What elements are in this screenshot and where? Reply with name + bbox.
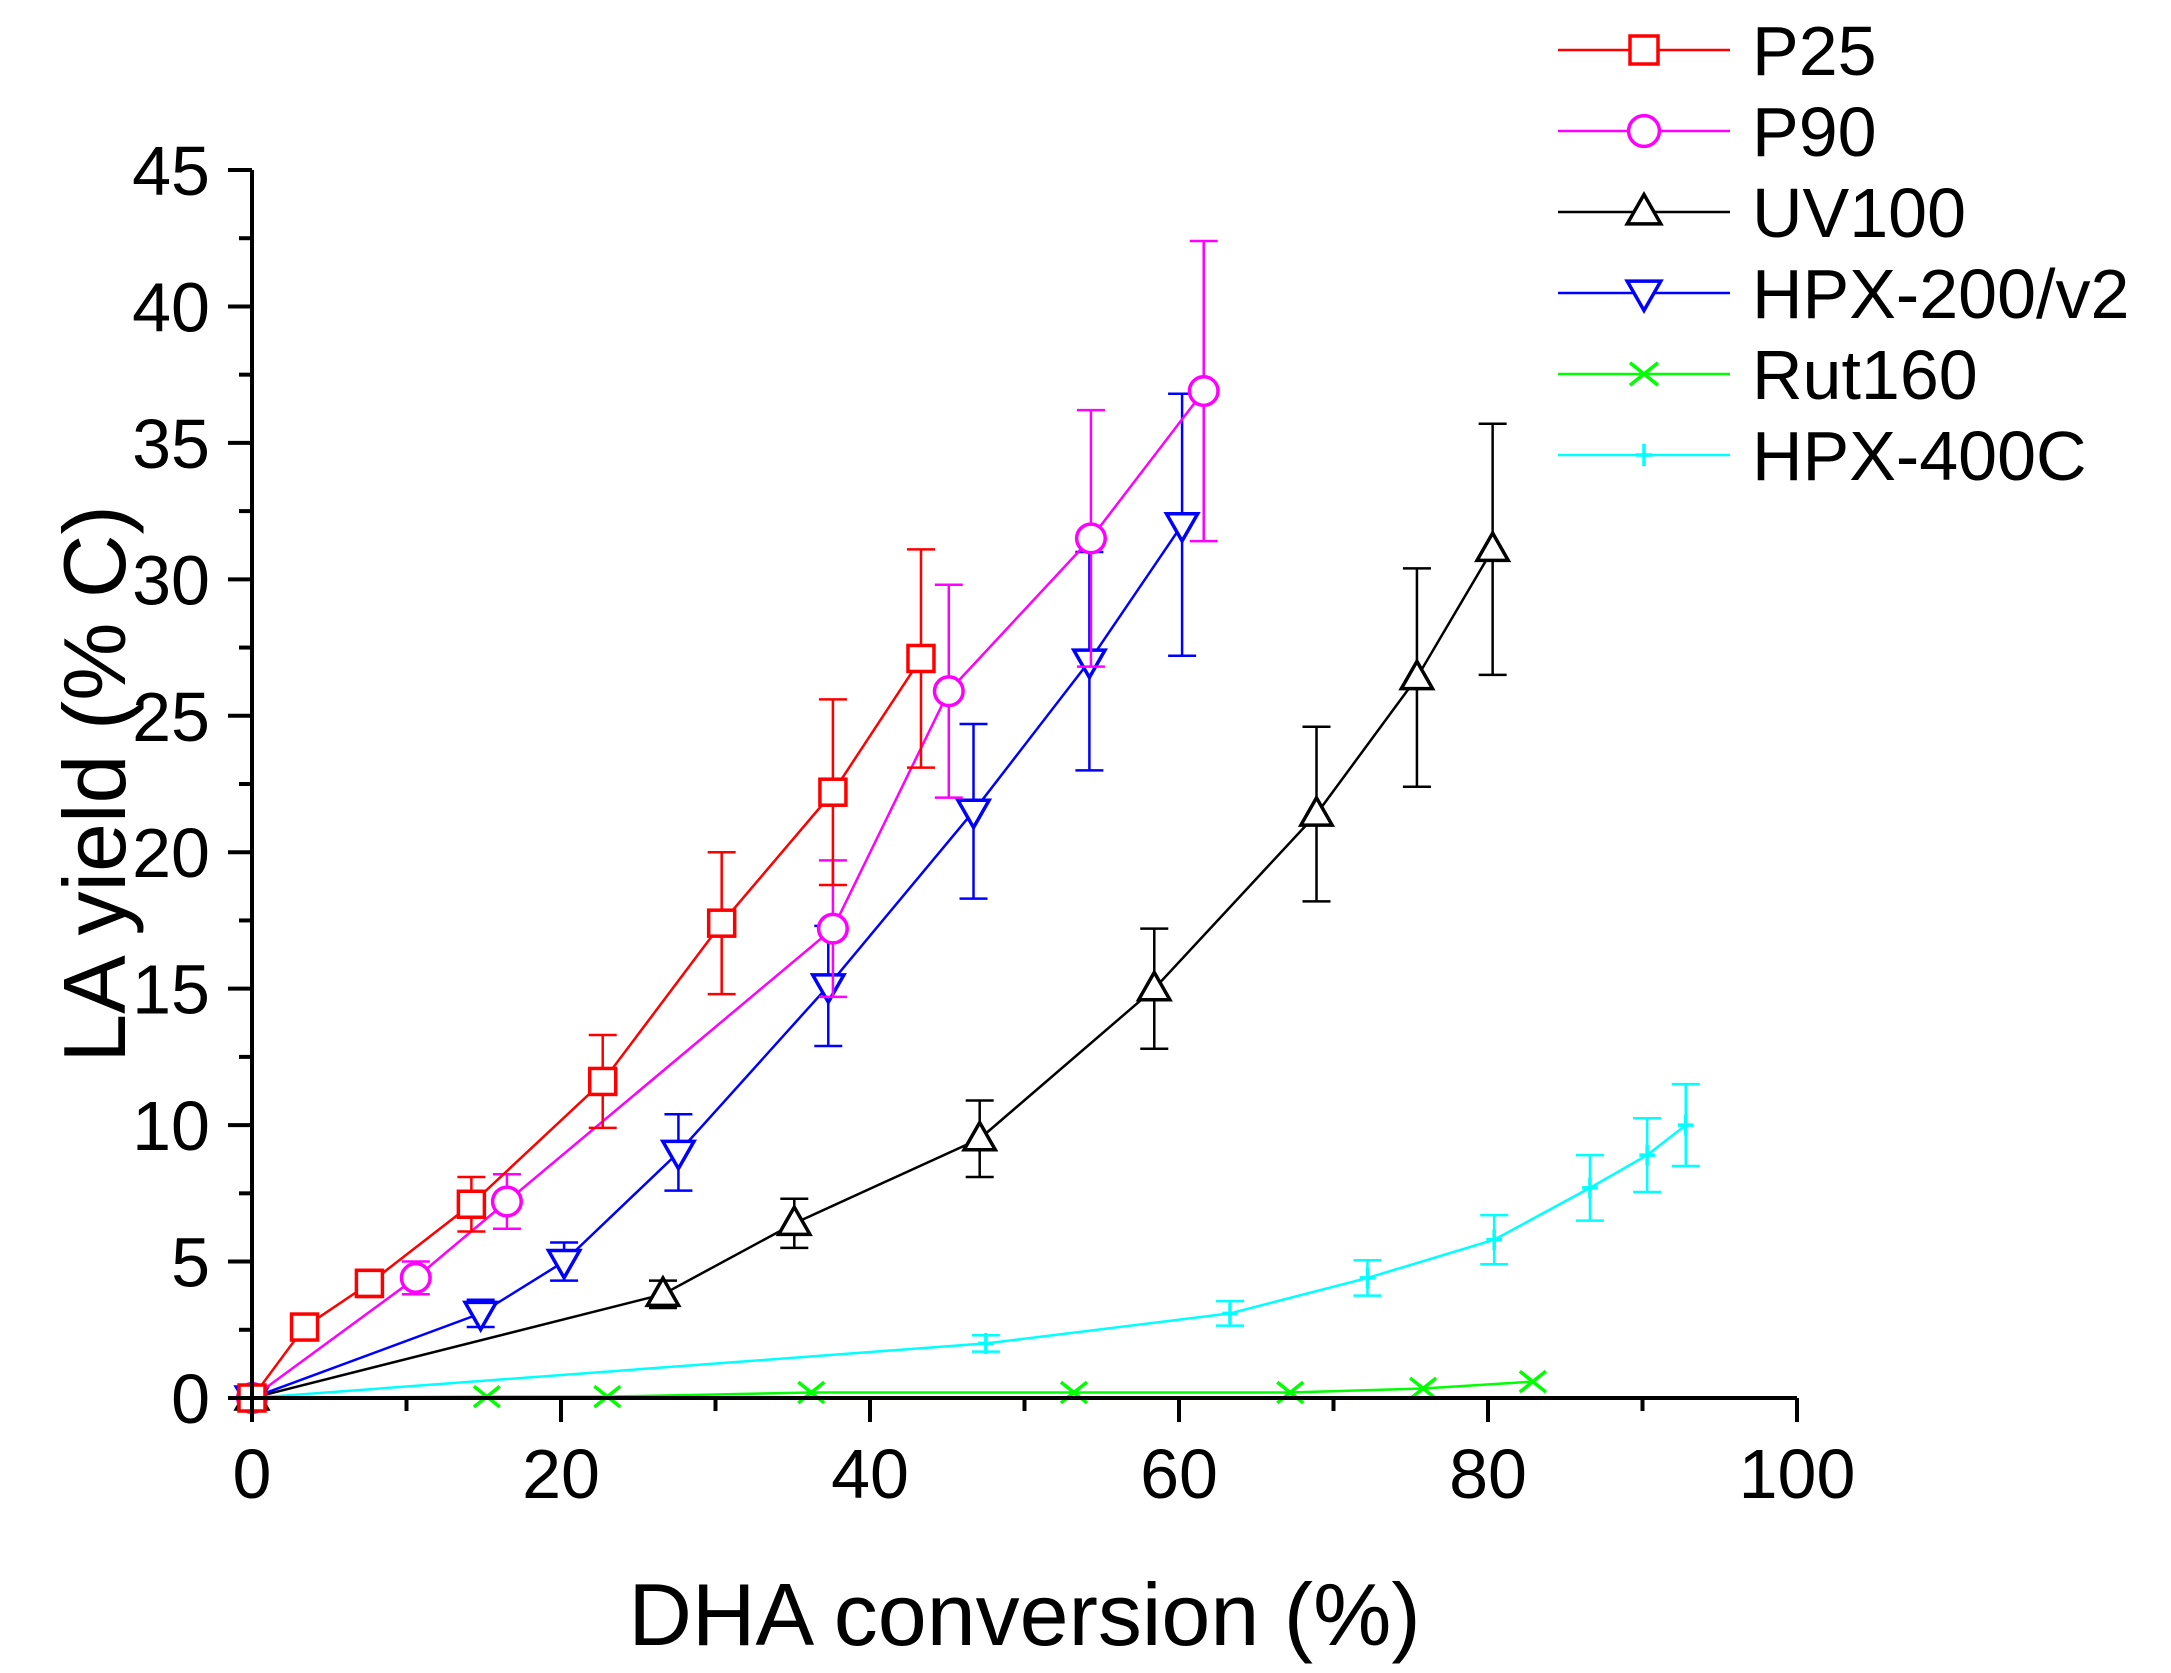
data-point [1070,648,1109,681]
legend-item: P90 [1558,93,1877,171]
legend-label: HPX-400C [1752,417,2087,495]
data-point [399,1261,432,1294]
data-point [978,1333,994,1354]
series-p90 [235,239,1220,1415]
y-axis-title: LA yield (% C) [45,505,144,1063]
x-tick-label: 100 [1739,1435,1856,1513]
y-tick-label: 30 [132,541,210,619]
y-tick-label: 20 [132,814,210,892]
y-tick-label: 35 [132,405,210,483]
legend-marker [1626,113,1662,149]
legend-marker [1628,34,1660,66]
legend-label: P25 [1752,12,1877,90]
x-tick-label: 60 [1140,1435,1218,1513]
data-point [644,1274,682,1308]
data-point [289,1312,320,1342]
legend-item: P25 [1558,12,1877,90]
y-tick-label: 40 [132,268,210,346]
data-point [490,1185,523,1218]
data-point [1582,1177,1598,1199]
series-line [250,657,923,1399]
data-point [1398,657,1436,691]
legend-label: UV100 [1752,174,1966,252]
legend-label: Rut160 [1752,336,1978,414]
series-rut160 [237,1369,1547,1410]
data-point [954,798,993,832]
data-point [659,1139,698,1173]
data-point [1297,794,1336,827]
legend-item: UV100 [1558,174,1966,252]
data-point [1135,968,1173,1002]
series-uv100 [233,422,1512,1411]
x-tick-label: 80 [1449,1435,1527,1513]
data-point [961,1118,999,1152]
data-point [816,912,849,945]
y-tick-label: 10 [132,1087,210,1165]
y-axis-ticks: 0 5 10 15 20 25 30 35 40 45 [132,132,252,1438]
data-point [818,777,848,807]
data-point [706,908,737,938]
series-p25 [237,548,936,1413]
data-point [462,1300,500,1334]
data-point [775,1203,813,1237]
data-point [1486,1229,1502,1251]
y-tick-label: 15 [132,951,210,1029]
legend-label: HPX-200/v2 [1752,255,2129,333]
data-point [1222,1303,1238,1324]
series-hpx-200-v2 [233,392,1201,1418]
data-point [1518,1369,1547,1394]
data-point [1074,522,1107,555]
series-line [251,1124,1687,1400]
y-tick-label: 0 [171,1360,210,1438]
legend-item: HPX-400C [1558,417,2087,495]
x-tick-label: 40 [831,1435,909,1513]
data-point [1677,1114,1694,1136]
plot-area: 0 20 40 60 80 100 0 5 10 15 20 25 30 35 40 45 [132,132,1855,1513]
y-tick-label: 25 [132,678,210,756]
data-point [545,1248,583,1282]
axes: 0 20 40 60 80 100 0 5 10 15 20 25 30 35 40 45 [132,132,1855,1513]
data-point [1409,1376,1438,1401]
series-line [251,548,1494,1400]
data-point [932,675,965,708]
data-point [1639,1144,1655,1166]
series-line [251,390,1205,1400]
data-point [456,1189,487,1219]
x-tick-label: 20 [522,1435,600,1513]
legend-marker [1628,361,1660,387]
legend-item: HPX-200/v2 [1558,255,2129,333]
y-tick-label: 45 [132,132,210,210]
legend-marker [1624,190,1664,226]
data-point [809,973,847,1006]
data-point [587,1066,618,1097]
x-axis-title: DHA conversion (%) [628,1565,1420,1664]
legend-marker [1635,443,1653,467]
x-axis-ticks: 0 20 40 60 80 100 [233,1398,1856,1513]
data-point [354,1268,385,1299]
y-tick-label: 5 [171,1224,210,1302]
legend-label: P90 [1752,93,1877,171]
data-point [906,643,936,674]
x-tick-label: 0 [233,1435,272,1513]
data-point [1187,374,1220,408]
legend-marker [1624,279,1664,315]
data-point [1474,529,1512,563]
series-layer [233,239,1700,1418]
legend-item: Rut160 [1558,336,1978,414]
data-point [1163,511,1201,545]
data-point [1359,1267,1376,1289]
